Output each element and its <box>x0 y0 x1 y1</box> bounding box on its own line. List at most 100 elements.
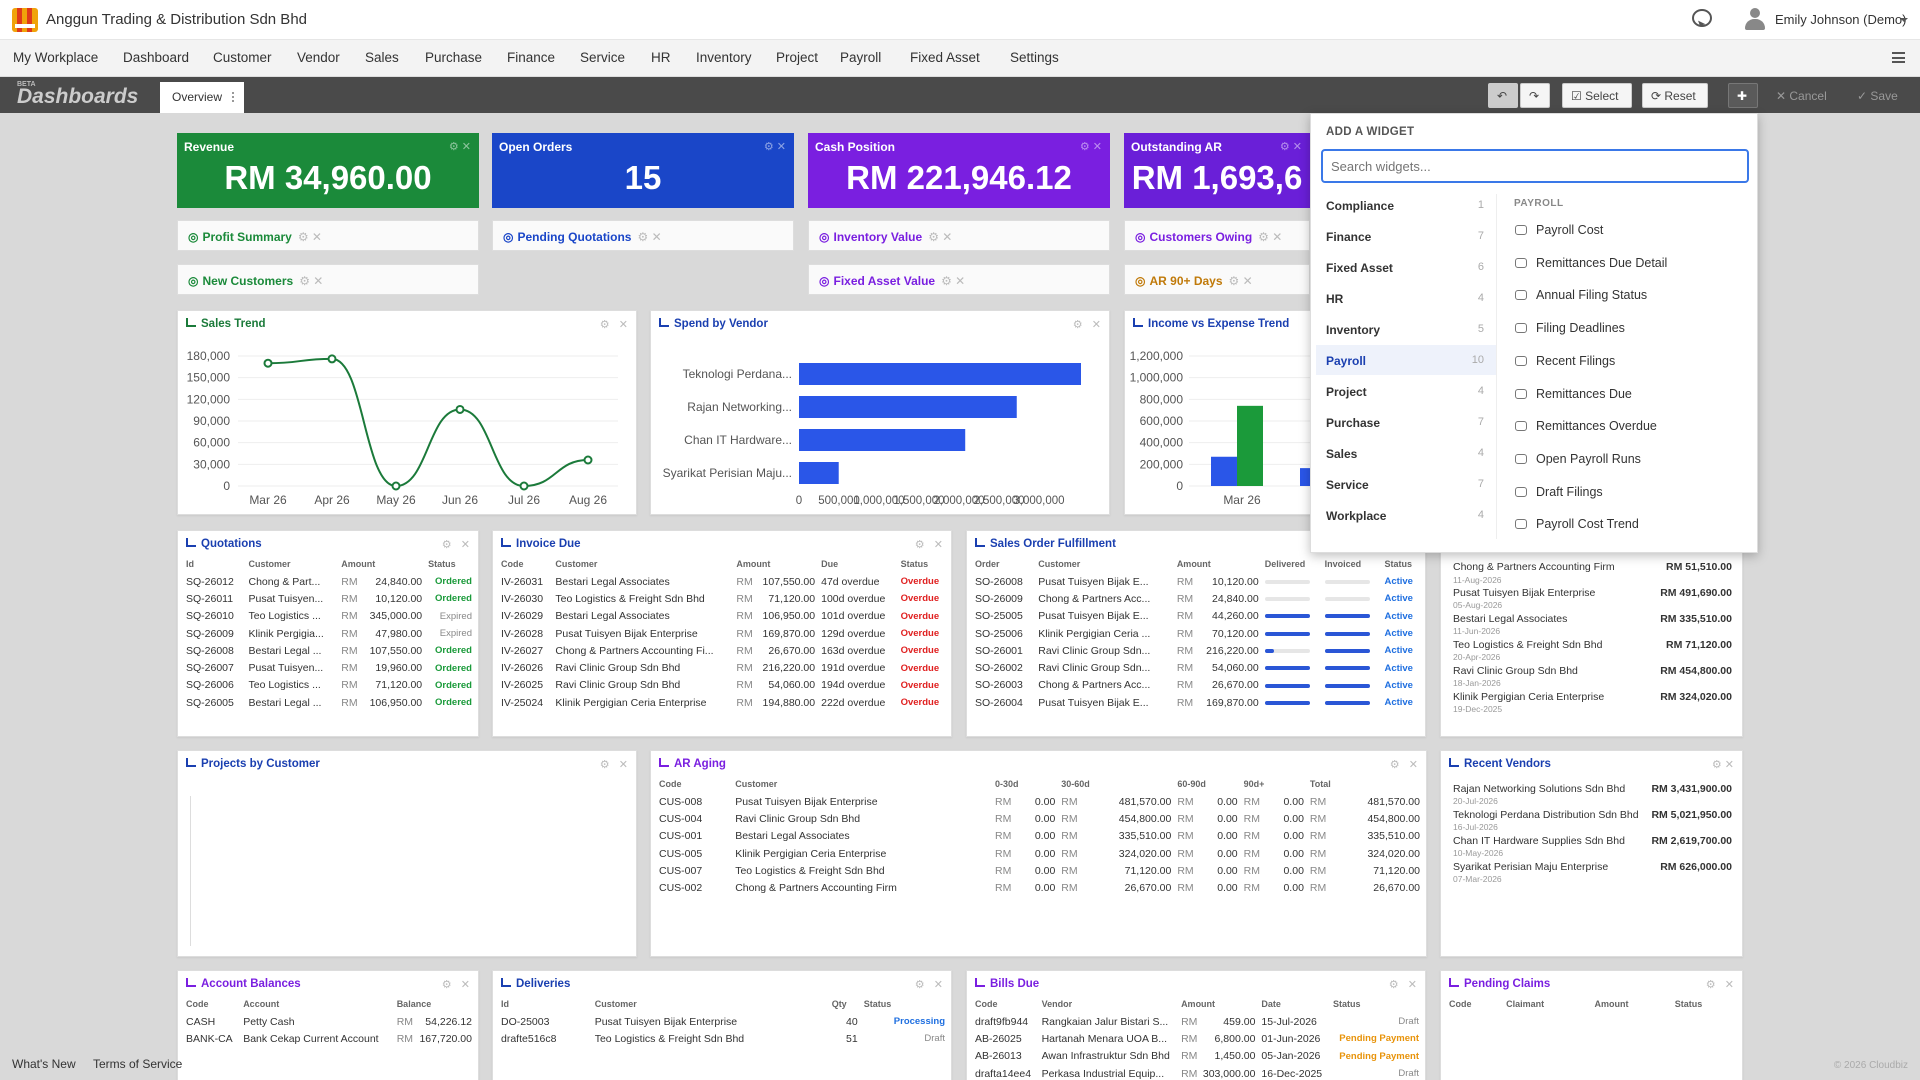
column-header[interactable]: Status <box>900 559 929 569</box>
menu-item-dashboard[interactable]: Dashboard <box>123 50 190 65</box>
undo-button[interactable]: ↶ <box>1488 83 1518 108</box>
widget-category-payroll[interactable]: Payroll 10 <box>1316 345 1496 375</box>
table-row[interactable]: DO-25003 Pusat Tuisyen Bijak Enterprise 40… <box>498 1013 948 1030</box>
whats-new-link[interactable]: What's New <box>12 1057 76 1071</box>
widget-tools[interactable]: ⚙ ✕ <box>599 759 628 771</box>
widget-tools[interactable]: ⚙ ✕ <box>914 979 943 991</box>
column-header[interactable]: Order <box>975 559 1000 569</box>
widget-category-finance[interactable]: Finance 7 <box>1316 221 1496 251</box>
table-row[interactable]: CASH Petty Cash RM 54,226.12 <box>183 1013 475 1030</box>
terms-link[interactable]: Terms of Service <box>92 1057 183 1071</box>
pill-tools[interactable]: ⚙ ✕ <box>928 230 953 244</box>
kpi-card[interactable]: Outstanding AR RM 1,693,6 ⚙ ✕ <box>1124 133 1310 208</box>
column-header[interactable]: Due <box>821 559 839 569</box>
column-header[interactable]: Status <box>863 999 892 1009</box>
pill-tools[interactable]: ⚙ ✕ <box>1258 230 1283 244</box>
user-menu-chevron-icon[interactable] <box>1900 18 1908 26</box>
column-header[interactable]: Amount <box>341 559 376 569</box>
column-header[interactable]: 30-60d <box>1061 779 1090 789</box>
customer-name[interactable]: Chong & Partners Accounting Firm <box>1453 561 1615 573</box>
widget-category-inventory[interactable]: Inventory 5 <box>1316 314 1496 344</box>
customer-name[interactable]: Pusat Tuisyen Bijak Enterprise <box>1453 587 1596 599</box>
widget-category-compliance[interactable]: Compliance 1 <box>1316 190 1496 220</box>
column-header[interactable]: Code <box>186 999 209 1009</box>
widget-option[interactable]: Draft Filings <box>1506 479 1746 505</box>
column-header[interactable]: Balance <box>396 999 432 1009</box>
column-header[interactable]: Total <box>1309 779 1331 789</box>
column-header[interactable]: Claimant <box>1506 999 1545 1009</box>
summary-pill[interactable]: ◎ AR 90+ Days ⚙ ✕ <box>1124 264 1310 295</box>
table-row[interactable]: BANK-CA Bank Cekap Current Account RM 167,7… <box>183 1030 475 1047</box>
table-row[interactable]: SQ-26009 Klinik Pergigia... RM 47,980.00 Exp… <box>183 625 475 642</box>
table-row[interactable]: AB-26025 Hartanah Menara UOA B... RM 6,800.… <box>972 1030 1422 1047</box>
widget-category-workplace[interactable]: Workplace 4 <box>1316 500 1496 530</box>
column-header[interactable]: Customer <box>248 559 291 569</box>
table-row[interactable]: SO-26009 Chong & Partners Acc... RM 24,840.… <box>972 590 1422 607</box>
column-header[interactable]: Invoiced <box>1324 559 1362 569</box>
pill-tools[interactable]: ⚙ ✕ <box>637 230 662 244</box>
kpi-tools[interactable]: ⚙ ✕ <box>1079 141 1102 153</box>
table-row[interactable]: IV-26031 Bestari Legal Associates RM 107,55… <box>498 573 948 590</box>
user-name[interactable]: Emily Johnson (Demo) <box>1775 12 1907 27</box>
widget-option[interactable]: Open Payroll Runs <box>1506 446 1746 472</box>
column-header[interactable]: Id <box>501 999 509 1009</box>
vendor-name[interactable]: Syarikat Perisian Maju Enterprise <box>1453 861 1609 873</box>
widget-tools[interactable]: ⚙ ✕ <box>1705 979 1734 991</box>
column-header[interactable]: Amount <box>1181 999 1216 1009</box>
menu-item-settings[interactable]: Settings <box>1010 50 1059 65</box>
kpi-card[interactable]: Cash Position RM 221,946.12 ⚙ ✕ <box>808 133 1110 208</box>
summary-pill[interactable]: ◎ Customers Owing ⚙ ✕ <box>1124 220 1310 251</box>
widget-tools[interactable]: ⚙ ✕ <box>441 539 470 551</box>
kpi-card[interactable]: Open Orders 15 ⚙ ✕ <box>492 133 794 208</box>
widget-option[interactable]: Remittances Due Detail <box>1506 250 1746 276</box>
table-row[interactable]: SQ-26008 Bestari Legal ... RM 107,550.00 Ord… <box>183 642 475 659</box>
redo-button[interactable]: ↷ <box>1520 83 1550 108</box>
widget-category-fixed-asset[interactable]: Fixed Asset 6 <box>1316 252 1496 282</box>
widget-tools[interactable]: ⚙ ✕ <box>1711 759 1734 771</box>
table-row[interactable]: SO-26003 Chong & Partners Acc... RM 26,670.… <box>972 677 1422 694</box>
menu-item-inventory[interactable]: Inventory <box>696 50 752 65</box>
widget-option[interactable]: Recent Filings <box>1506 348 1746 374</box>
table-row[interactable]: IV-25024 Klinik Pergigian Ceria Enterpris… <box>498 694 948 711</box>
vendor-name[interactable]: Rajan Networking Solutions Sdn Bhd <box>1453 783 1626 795</box>
hamburger-menu-icon[interactable] <box>1892 52 1905 63</box>
column-header[interactable]: Customer <box>735 779 778 789</box>
menu-item-sales[interactable]: Sales <box>365 50 399 65</box>
table-row[interactable]: IV-26025 Ravi Clinic Group Sdn Bhd RM 54,06… <box>498 677 948 694</box>
widget-tools[interactable]: ⚙ ✕ <box>441 979 470 991</box>
table-row[interactable]: CUS-002 Chong & Partners Accounting Firm R… <box>656 879 1423 896</box>
column-header[interactable]: Code <box>1449 999 1472 1009</box>
chat-icon[interactable] <box>1692 9 1712 27</box>
column-header[interactable]: Status <box>1674 999 1703 1009</box>
column-header[interactable]: Customer <box>1038 559 1081 569</box>
widget-category-purchase[interactable]: Purchase 7 <box>1316 407 1496 437</box>
widget-tools[interactable]: ⚙ ✕ <box>1389 759 1418 771</box>
summary-pill[interactable]: ◎ Pending Quotations ⚙ ✕ <box>492 220 794 251</box>
pill-tools[interactable]: ⚙ ✕ <box>299 274 324 288</box>
column-header[interactable]: Customer <box>555 559 598 569</box>
column-header[interactable]: Customer <box>594 999 637 1009</box>
column-header[interactable]: Amount <box>1176 559 1211 569</box>
widget-category-project[interactable]: Project 4 <box>1316 376 1496 406</box>
widget-search-input[interactable] <box>1321 149 1749 183</box>
table-row[interactable]: SQ-26007 Pusat Tuisyen... RM 19,960.00 Order… <box>183 659 475 676</box>
customer-name[interactable]: Ravi Clinic Group Sdn Bhd <box>1453 665 1578 677</box>
widget-option[interactable]: Payroll Cost <box>1506 217 1746 243</box>
widget-category-hr[interactable]: HR 4 <box>1316 283 1496 313</box>
kpi-card[interactable]: Revenue RM 34,960.00 ⚙ ✕ <box>177 133 479 208</box>
table-row[interactable]: CUS-004 Ravi Clinic Group Sdn Bhd RM 0.00 RM… <box>656 810 1423 827</box>
column-header[interactable]: Status <box>1332 999 1361 1009</box>
menu-item-my-workplace[interactable]: My Workplace <box>13 50 99 65</box>
vendor-name[interactable]: Chan IT Hardware Supplies Sdn Bhd <box>1453 835 1625 847</box>
summary-pill[interactable]: ◎ Fixed Asset Value ⚙ ✕ <box>808 264 1110 295</box>
menu-item-finance[interactable]: Finance <box>507 50 556 65</box>
widget-tools[interactable]: ⚙ ✕ <box>599 319 628 331</box>
table-row[interactable]: IV-26029 Bestari Legal Associates RM 106,95… <box>498 608 948 625</box>
pill-tools[interactable]: ⚙ ✕ <box>297 230 322 244</box>
table-row[interactable]: CUS-005 Klinik Pergigian Ceria Enterprise… <box>656 845 1423 862</box>
table-row[interactable]: IV-26028 Pusat Tuisyen Bijak Enterprise RM… <box>498 625 948 642</box>
table-row[interactable]: SO-26004 Pusat Tuisyen Bijak E... RM 169,87… <box>972 694 1422 711</box>
table-row[interactable]: SQ-26011 Pusat Tuisyen... RM 10,120.00 Order… <box>183 590 475 607</box>
table-row[interactable]: drafta14ee4 Perkasa Industrial Equip... RM… <box>972 1065 1422 1080</box>
customer-name[interactable]: Teo Logistics & Freight Sdn Bhd <box>1453 639 1603 651</box>
